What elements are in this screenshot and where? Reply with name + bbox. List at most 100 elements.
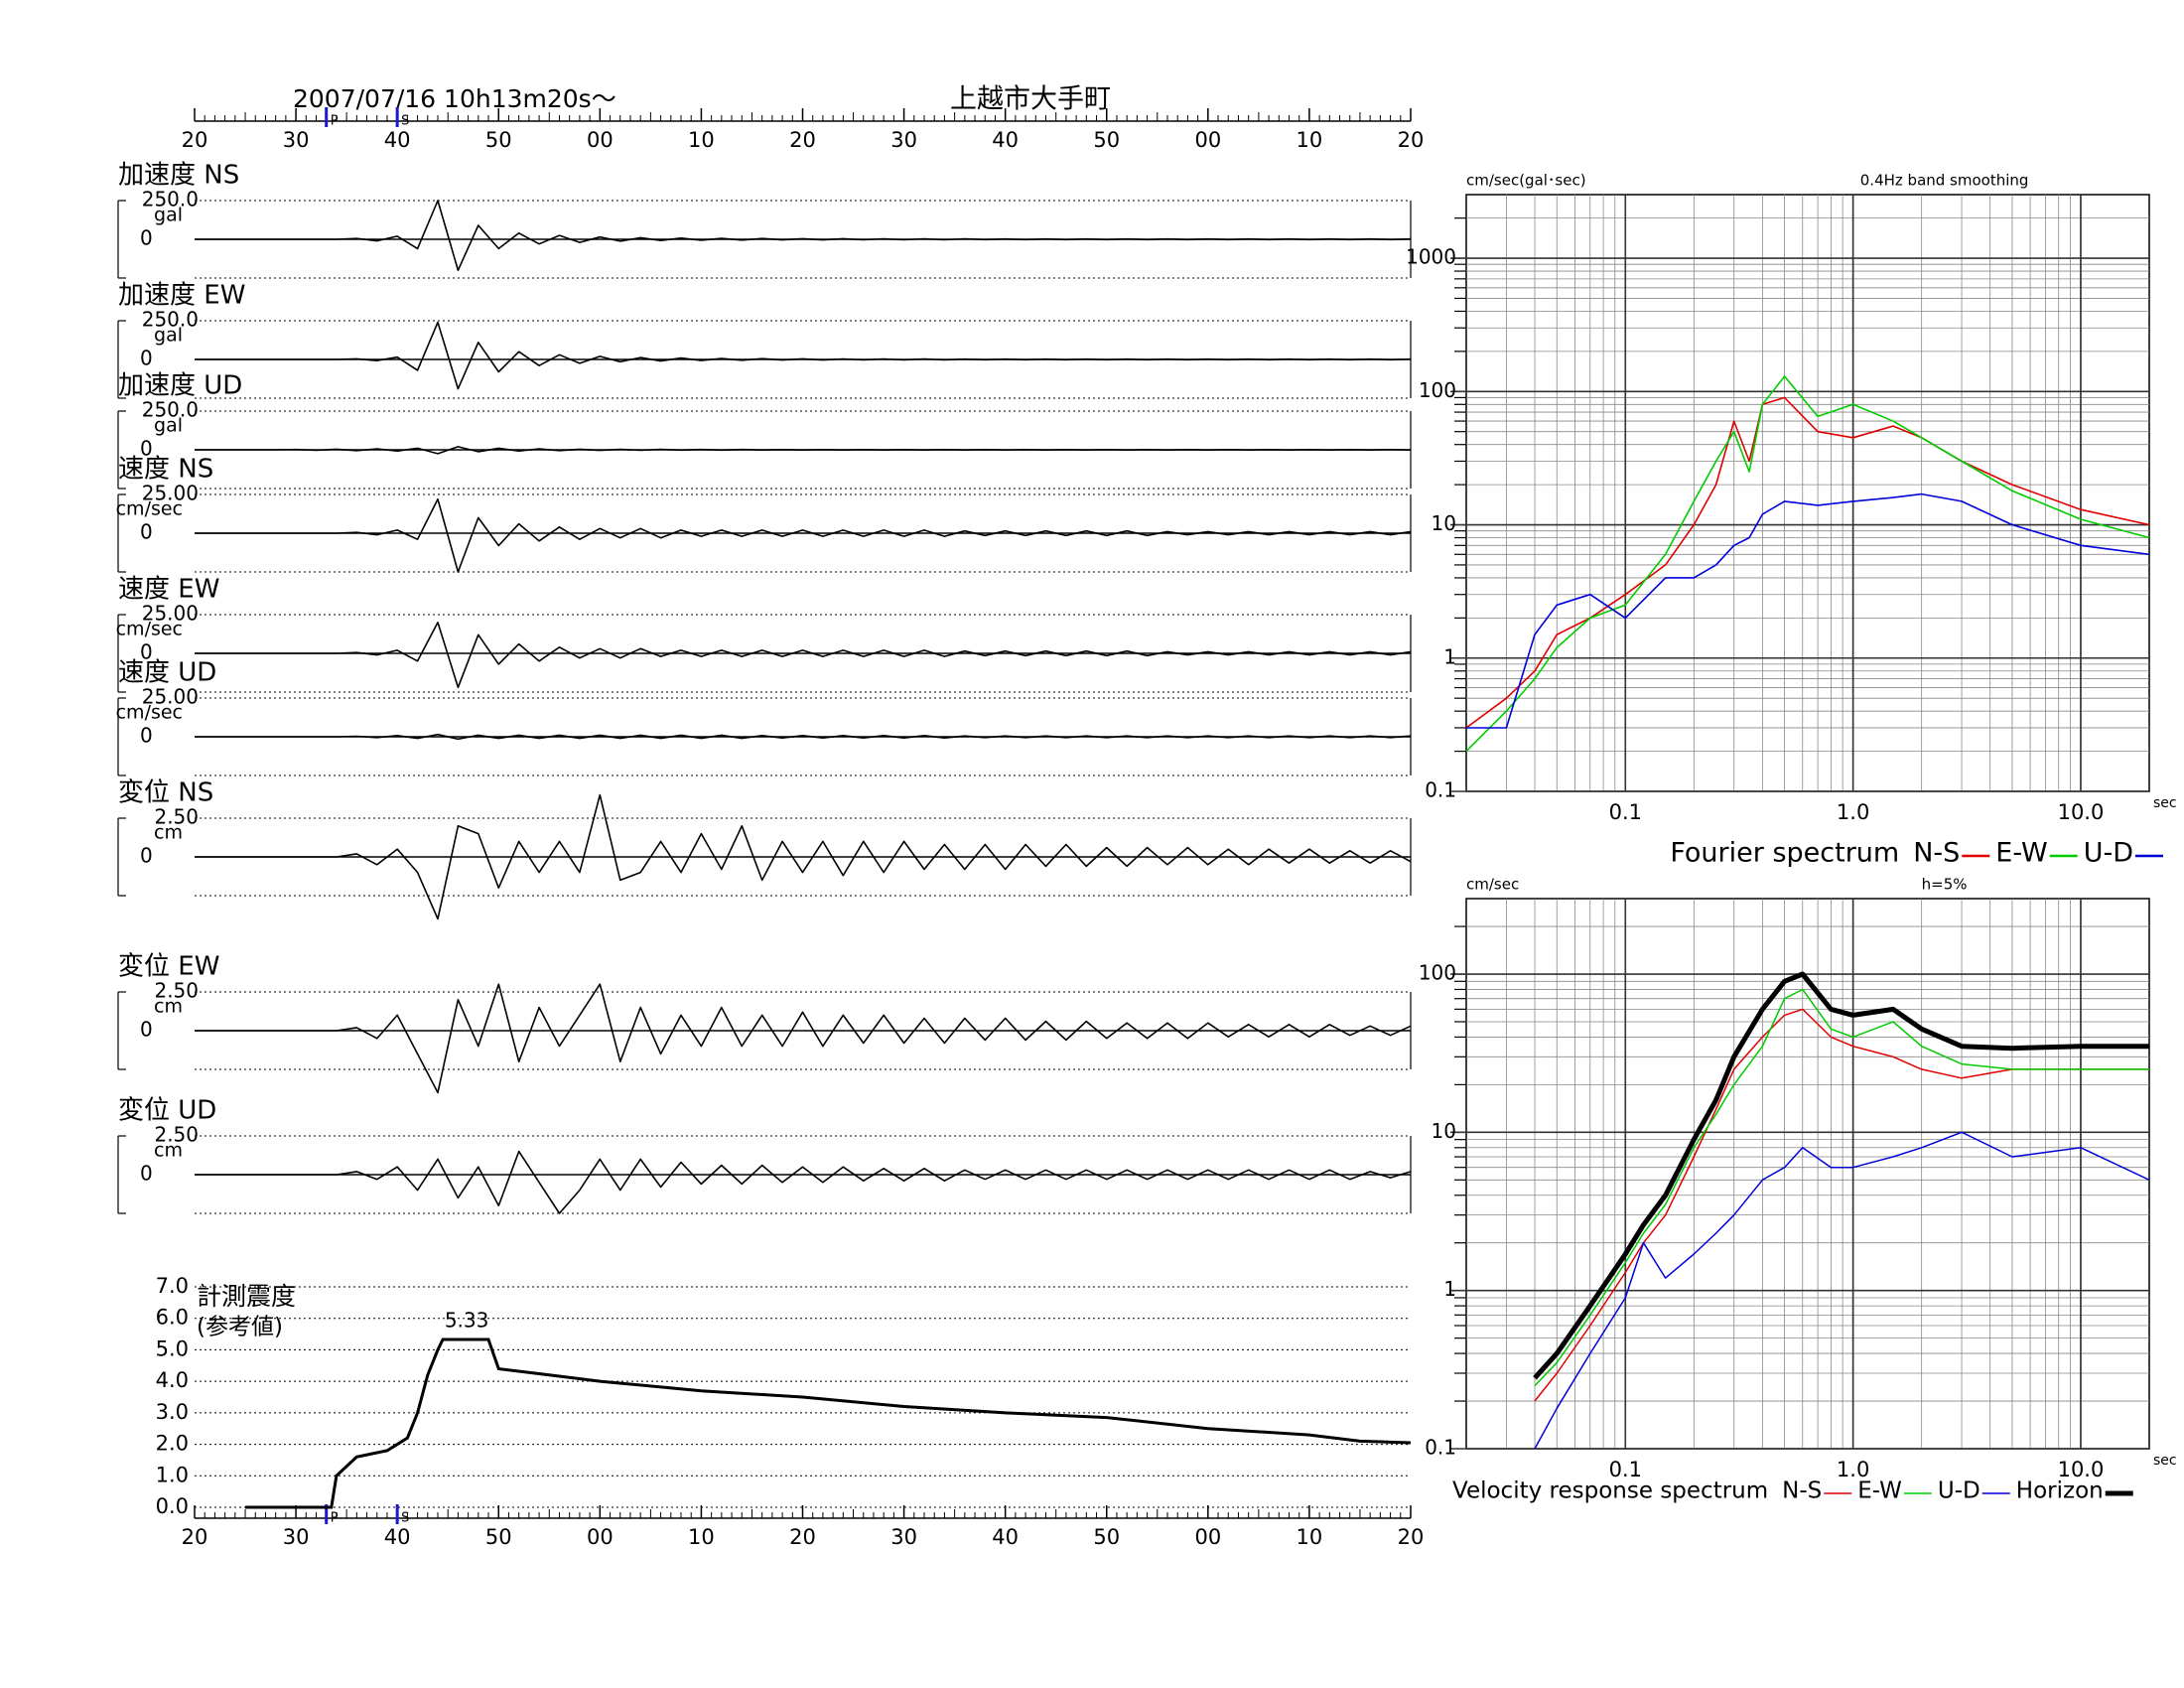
y-tick-label: 0.1 [1425, 778, 1456, 802]
trace-label: 加速度 EW [118, 281, 245, 311]
x-tick-label: 50 [1093, 1525, 1120, 1549]
x-tick-label: 50 [485, 1525, 512, 1549]
trace-label: 加速度 UD [118, 371, 242, 401]
trace-unit: gal [154, 205, 183, 226]
x-tick-label: 50 [1093, 128, 1120, 152]
waveform [195, 983, 1412, 1094]
trace-label: 速度 EW [118, 575, 219, 605]
trace-label: 変位 EW [118, 952, 219, 982]
spectrum-line [1534, 988, 2149, 1387]
x-tick-label: 20 [1398, 128, 1425, 152]
waveform [195, 321, 1412, 390]
x-tick-label: 40 [384, 128, 411, 152]
waveform [195, 622, 1412, 689]
station-name: 上越市大手町 [950, 84, 1111, 115]
x-tick-label: 00 [587, 128, 614, 152]
plot-frame [1465, 194, 2150, 792]
waveform [195, 733, 1412, 741]
trace-label: 速度 NS [118, 455, 213, 485]
y-tick-label: 250.0 [142, 188, 199, 211]
legend-label: E-W [1995, 838, 2047, 869]
waveform [195, 446, 1412, 455]
chart-title: 計測震度 [197, 1282, 296, 1311]
phase-label: S [401, 114, 409, 129]
x-tick-label: 40 [992, 1525, 1019, 1549]
y-tick-label: 7.0 [156, 1274, 189, 1298]
y-tick-label: 1 [1443, 644, 1456, 668]
x-tick-label: 20 [789, 128, 816, 152]
y-tick-label: 1 [1443, 1277, 1456, 1301]
peak-annotation: 5.33 [445, 1308, 489, 1332]
y-tick-label: 1000 [1406, 245, 1456, 269]
waveform [195, 200, 1412, 271]
spectrum-line [1534, 1008, 2149, 1402]
y-tick-label: 0.0 [156, 1494, 189, 1518]
x-tick-label: 50 [485, 128, 512, 152]
x-tick-label: 30 [283, 128, 310, 152]
x-tick-label: 00 [1194, 128, 1221, 152]
y-tick-label: 100 [1419, 378, 1456, 402]
x-tick-label: 10 [688, 128, 715, 152]
x-tick-label: 20 [182, 1525, 208, 1549]
x-tick-label: 10 [688, 1525, 715, 1549]
x-tick-label: 10 [1297, 1525, 1323, 1549]
trace-label: 速度 UD [118, 658, 216, 688]
plot-note: h=5% [1922, 876, 1968, 894]
y-tick-label: 25.00 [142, 602, 199, 626]
y-axis-label: cm/sec [1466, 876, 1519, 894]
spectrum-line [1466, 492, 2150, 729]
intensity-line [245, 1337, 1412, 1509]
waveform [195, 497, 1412, 573]
trace-label: 変位 NS [118, 778, 213, 808]
y-axis-label: cm/sec(gal･sec) [1466, 172, 1586, 190]
y-tick-label: 100 [1419, 961, 1456, 985]
x-tick-label: 1.0 [1837, 1458, 1869, 1481]
spectrum-line [1533, 971, 2149, 1380]
y-tick-label: 0 [140, 1162, 153, 1186]
y-tick-label: 6.0 [156, 1306, 189, 1330]
x-tick-label: 40 [992, 128, 1019, 152]
y-tick-label: 1.0 [156, 1463, 189, 1486]
spectrum-line [1534, 1131, 2150, 1450]
x-tick-label: 00 [1194, 1525, 1221, 1549]
trace-unit: cm [154, 1140, 183, 1162]
y-tick-label: 10 [1432, 1119, 1456, 1143]
x-tick-label: 20 [1398, 1525, 1425, 1549]
trace-unit: gal [154, 325, 183, 347]
waveform [195, 1150, 1412, 1214]
y-tick-label: 0 [140, 640, 153, 664]
legend-label: N-S [1782, 1478, 1822, 1504]
x-tick-label: 10.0 [2058, 800, 2105, 824]
y-tick-label: 0 [140, 226, 153, 250]
y-tick-label: 0 [140, 1018, 153, 1042]
trace-unit: cm/sec [116, 619, 183, 640]
x-tick-label: 20 [182, 128, 208, 152]
phase-label: S [401, 1511, 409, 1526]
y-tick-label: 0 [140, 437, 153, 461]
y-tick-label: 0 [140, 844, 153, 868]
y-tick-label: 2.50 [154, 1123, 199, 1147]
x-tick-label: 40 [384, 1525, 411, 1549]
spectrum-line [1465, 375, 2150, 753]
x-axis-label: sec [2153, 795, 2177, 811]
trace-label: 変位 UD [118, 1096, 216, 1126]
y-tick-label: 2.50 [154, 805, 199, 829]
x-tick-label: 10.0 [2058, 1458, 2105, 1481]
x-tick-label: 30 [890, 128, 917, 152]
x-tick-label: 30 [890, 1525, 917, 1549]
y-tick-label: 250.0 [142, 308, 199, 332]
legend-label: Horizon [2016, 1478, 2104, 1504]
legend-label: U-D [2084, 838, 2133, 869]
x-tick-label: 00 [587, 1525, 614, 1549]
plot-note: 0.4Hz band smoothing [1860, 172, 2029, 190]
trace-unit: cm/sec [116, 498, 183, 520]
y-tick-label: 2.0 [156, 1432, 189, 1456]
y-tick-label: 250.0 [142, 398, 199, 422]
legend-title: Fourier spectrum [1670, 838, 1899, 869]
y-tick-label: 0 [140, 724, 153, 748]
y-tick-label: 10 [1432, 511, 1456, 535]
y-tick-label: 0 [140, 347, 153, 370]
trace-label: 加速度 NS [118, 161, 239, 191]
